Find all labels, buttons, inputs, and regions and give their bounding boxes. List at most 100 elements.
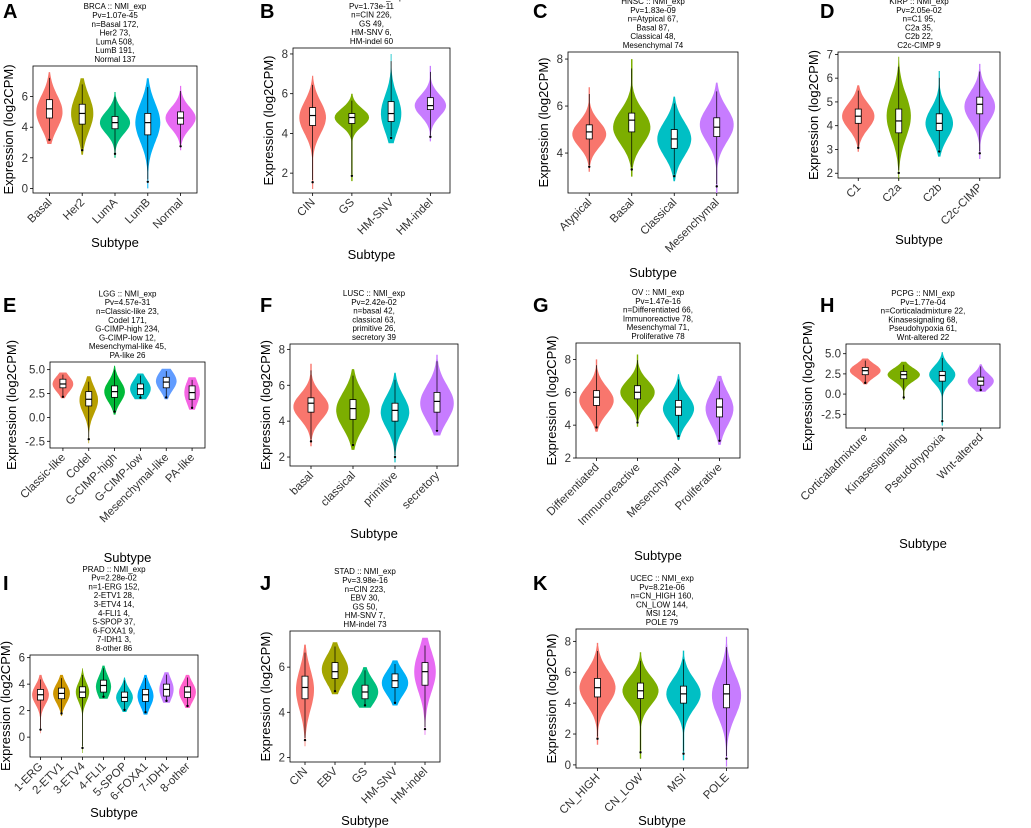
outlier-1-ERG bbox=[39, 728, 42, 731]
y-axis-label: Expression (log2CPM) bbox=[536, 57, 551, 187]
title-line: n=1-ERG 152, bbox=[88, 582, 139, 591]
outlier-secretory bbox=[435, 429, 439, 432]
outlier-CN_LOW bbox=[639, 751, 642, 754]
title-line: Pv=3.98e-16 bbox=[342, 576, 388, 585]
outlier-6-FOXA1 bbox=[144, 711, 147, 714]
outlier-3-ETV4 bbox=[81, 746, 84, 750]
y-tick-label: 4 bbox=[557, 148, 564, 160]
y-tick-label: 4 bbox=[279, 707, 286, 719]
title-line: 3-ETV4 14, bbox=[94, 600, 134, 609]
outlier-5-SPOP bbox=[123, 708, 126, 712]
y-tick-label: 2 bbox=[279, 752, 285, 764]
title-line: Pv=1.07e-45 bbox=[92, 11, 138, 20]
outlier-2-ETV1 bbox=[60, 712, 63, 715]
outlier-HM-indel bbox=[429, 135, 432, 139]
title-line: Pseudohypoxia 61, bbox=[889, 324, 957, 333]
title-line: n=Atypical 67, bbox=[628, 15, 678, 24]
title-line: HM-SNV 6, bbox=[351, 28, 391, 37]
y-tick-label: 8 bbox=[565, 636, 571, 648]
panel-letter-B: B bbox=[260, 1, 274, 23]
title-line: LGG :: NMI_exp bbox=[99, 289, 157, 298]
box-Mesenchymal bbox=[675, 400, 682, 416]
title-line: C2a 35, bbox=[905, 23, 933, 32]
y-tick-label: -2.5 bbox=[25, 436, 45, 448]
plot-frame bbox=[567, 51, 739, 194]
title-line: 5-SPOP 37, bbox=[93, 618, 136, 627]
outlier-8-other bbox=[186, 704, 189, 708]
title-line: UCEC :: NMI_exp bbox=[630, 574, 694, 583]
title-line: LUSC :: NMI_exp bbox=[343, 289, 406, 298]
title-line: Pv=1.73e-11 bbox=[349, 2, 395, 11]
panel-letter-D: D bbox=[820, 1, 834, 23]
title-line: 4-FLI1 4, bbox=[98, 609, 130, 618]
box-primitive bbox=[391, 402, 399, 422]
outlier-Corticaladmixture bbox=[864, 381, 867, 385]
y-tick-label: -2.5 bbox=[821, 409, 841, 421]
title-line: PCPG :: NMI_exp bbox=[891, 289, 955, 298]
y-tick-label: 4 bbox=[22, 122, 29, 134]
x-axis-label: Subtype bbox=[90, 805, 138, 820]
title-line: C2c-CIMP 9 bbox=[897, 41, 941, 50]
panel-G: G OV :: NMI_expPv=1.47e-16n=Differentiate… bbox=[533, 288, 741, 563]
y-tick-label: 4 bbox=[279, 416, 286, 428]
title-line: OV :: NMI_exp bbox=[632, 288, 685, 297]
outlier-PA-like bbox=[190, 406, 194, 410]
x-tick-label-C2b: C2b bbox=[921, 182, 944, 205]
box-C2c-CIMP bbox=[976, 96, 984, 115]
panel-letter-A: A bbox=[3, 1, 17, 23]
x-tick-label-C2c-CIMP: C2c-CIMP bbox=[939, 181, 985, 227]
outlier-Classical bbox=[673, 174, 676, 178]
title-line: Mesenchymal 71, bbox=[627, 323, 690, 332]
title-line: Kinasesignaling 68, bbox=[888, 315, 957, 324]
outlier-Mesenchymal-like bbox=[165, 396, 168, 399]
title-line: MSI 124, bbox=[646, 609, 678, 618]
title-line: 6-FOXA1 9, bbox=[93, 626, 135, 635]
title-line: HM-indel 73 bbox=[343, 620, 387, 629]
y-tick-label: 8 bbox=[565, 354, 571, 366]
outlier-MSI bbox=[682, 752, 685, 755]
outlier-CIN bbox=[311, 181, 314, 184]
title-line: HM-SNV 7, bbox=[345, 611, 385, 620]
panel-E: E LGG :: NMI_expPv=4.57e-31n=Classic-like… bbox=[3, 289, 206, 565]
x-tick-label-C2a: C2a bbox=[880, 181, 904, 205]
box-HM-indel bbox=[421, 662, 429, 686]
x-tick-label-CIN: CIN bbox=[295, 197, 317, 219]
y-axis-label: Expression (log2CPM) bbox=[1, 64, 16, 194]
title-line: GS 49, bbox=[359, 19, 384, 28]
y-axis-label: Expression (log2CPM) bbox=[544, 633, 559, 763]
outlier-LumA bbox=[113, 152, 117, 156]
title-line: n=CN_HIGH 160, bbox=[631, 592, 694, 601]
y-tick-label: 8 bbox=[279, 344, 285, 356]
title-line: classical 63, bbox=[352, 315, 396, 324]
outlier-Immunoreactive bbox=[636, 421, 639, 424]
x-tick-label-Classic-like: Classic-like bbox=[18, 452, 68, 502]
y-tick-label: 6 bbox=[19, 653, 25, 665]
x-tick-label-GS: GS bbox=[350, 765, 370, 785]
y-tick-label: 2 bbox=[279, 452, 285, 464]
x-tick-label-CIN: CIN bbox=[288, 766, 310, 788]
outlier-Basal bbox=[630, 168, 633, 171]
outlier-HM-SNV bbox=[389, 136, 393, 140]
y-tick-label: 6 bbox=[279, 380, 285, 392]
box-basal bbox=[307, 397, 315, 413]
y-tick-label: 7 bbox=[827, 49, 833, 61]
outlier-4-FLI1 bbox=[102, 695, 105, 698]
y-tick-label: 8 bbox=[557, 54, 563, 66]
title-line: C2b 22, bbox=[905, 32, 933, 41]
y-tick-label: 2 bbox=[282, 168, 288, 180]
title-line: n=Basal 172, bbox=[92, 20, 139, 29]
y-tick-label: 4 bbox=[19, 679, 26, 691]
title-line: Proliferative 78 bbox=[631, 332, 685, 341]
box-Proliferative bbox=[716, 398, 723, 418]
title-line: Pv=1.47e-16 bbox=[635, 297, 681, 306]
title-line: HM-indel 60 bbox=[350, 37, 394, 46]
plot-frame bbox=[845, 343, 1001, 429]
box-7-IDH1 bbox=[163, 683, 170, 697]
x-axis-label: Subtype bbox=[899, 536, 947, 551]
y-tick-label: 6 bbox=[282, 89, 288, 101]
outlier-G-CIMP-low bbox=[139, 396, 142, 399]
title-line: BRCA :: NMI_exp bbox=[84, 2, 147, 11]
title-line: 8-other 86 bbox=[96, 644, 133, 653]
